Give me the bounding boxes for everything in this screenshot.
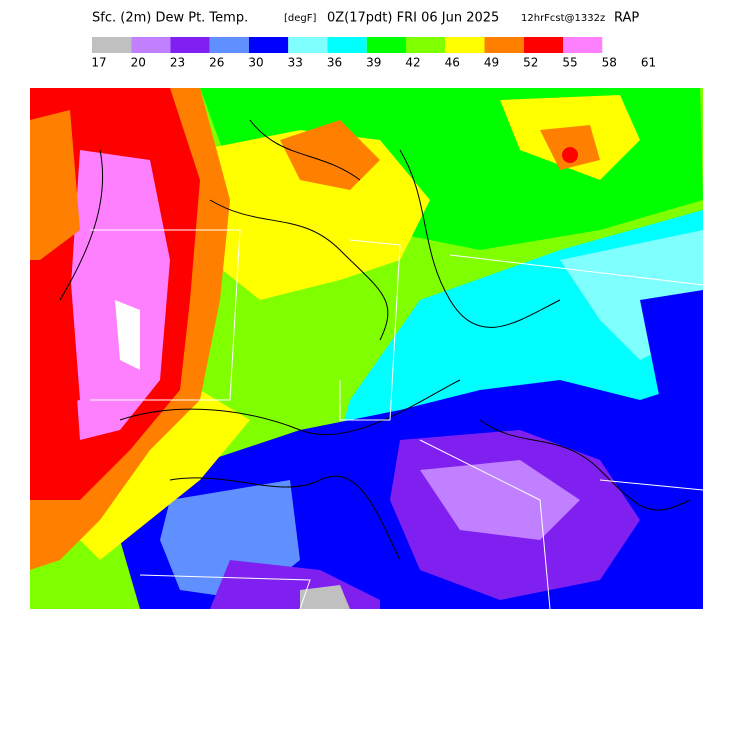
legend-label: 20 <box>131 56 146 70</box>
legend-label: 36 <box>327 56 342 70</box>
legend-swatch <box>406 37 446 53</box>
legend-swatch <box>366 37 406 53</box>
legend-label: 46 <box>445 56 460 70</box>
legend-swatch <box>327 37 367 53</box>
legend-label: 61 <box>641 56 656 70</box>
map <box>30 88 703 609</box>
legend-swatch <box>445 37 485 53</box>
legend-swatch <box>249 37 289 53</box>
legend-label: 49 <box>484 56 499 70</box>
legend-swatch <box>92 37 132 53</box>
legend-label: 23 <box>170 56 185 70</box>
legend-swatch <box>563 37 603 53</box>
legend-swatch <box>523 37 563 53</box>
legend-label: 55 <box>562 56 577 70</box>
title: Sfc. (2m) Dew Pt. Temp. <box>92 11 248 26</box>
legend-swatch <box>170 37 210 53</box>
units: [degF] <box>284 13 317 24</box>
legend-swatch <box>484 37 524 53</box>
model: RAP <box>614 11 639 26</box>
legend-label: 30 <box>248 56 263 70</box>
legend-label: 52 <box>523 56 538 70</box>
valid-time: 0Z(17pdt) FRI 06 Jun 2025 <box>327 11 499 26</box>
legend-swatch <box>288 37 328 53</box>
legend-label: 17 <box>91 56 106 70</box>
legend-label: 39 <box>366 56 381 70</box>
legend: 17 20 23 26 30 33 36 39 42 46 49 52 55 58 61 <box>91 37 656 70</box>
legend-swatch <box>131 37 171 53</box>
legend-swatch <box>209 37 249 53</box>
legend-label: 58 <box>602 56 617 70</box>
forecast: 12hrFcst@1332z <box>521 13 605 24</box>
legend-label: 42 <box>405 56 420 70</box>
legend-label: 26 <box>209 56 224 70</box>
legend-label: 33 <box>288 56 303 70</box>
